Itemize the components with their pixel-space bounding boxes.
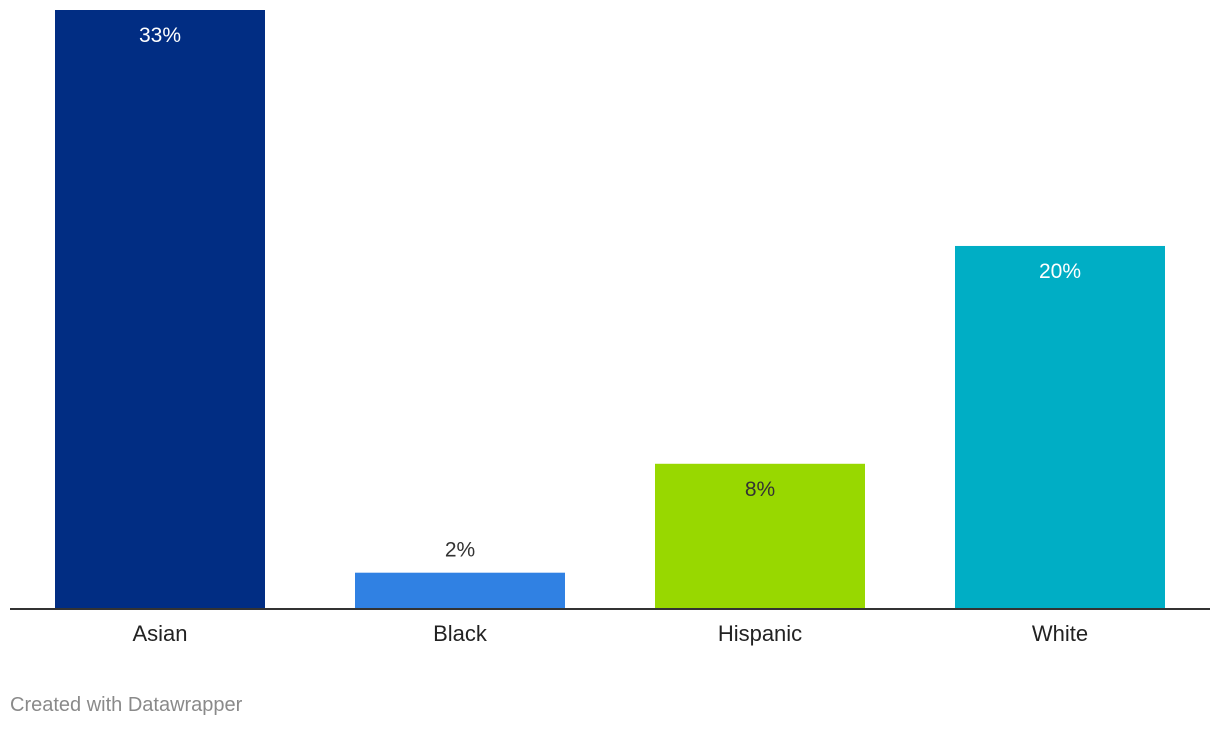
bars-group [55, 10, 1165, 609]
bar-hispanic [655, 463, 865, 609]
value-label-asian: 33% [139, 24, 181, 47]
category-label-black: Black [433, 621, 488, 646]
bar-black [355, 572, 565, 609]
bar-asian [55, 10, 265, 609]
labels-group: 33% Asian 2% Black 8% Hispanic 20% White [132, 24, 1088, 646]
value-label-hispanic: 8% [745, 478, 775, 501]
category-label-hispanic: Hispanic [718, 621, 802, 646]
value-label-white: 20% [1039, 260, 1081, 283]
datawrapper-credit: Created with Datawrapper [10, 694, 243, 716]
category-label-white: White [1032, 621, 1088, 646]
category-label-asian: Asian [132, 621, 187, 646]
bar-white [955, 245, 1165, 609]
value-label-black: 2% [445, 539, 475, 562]
